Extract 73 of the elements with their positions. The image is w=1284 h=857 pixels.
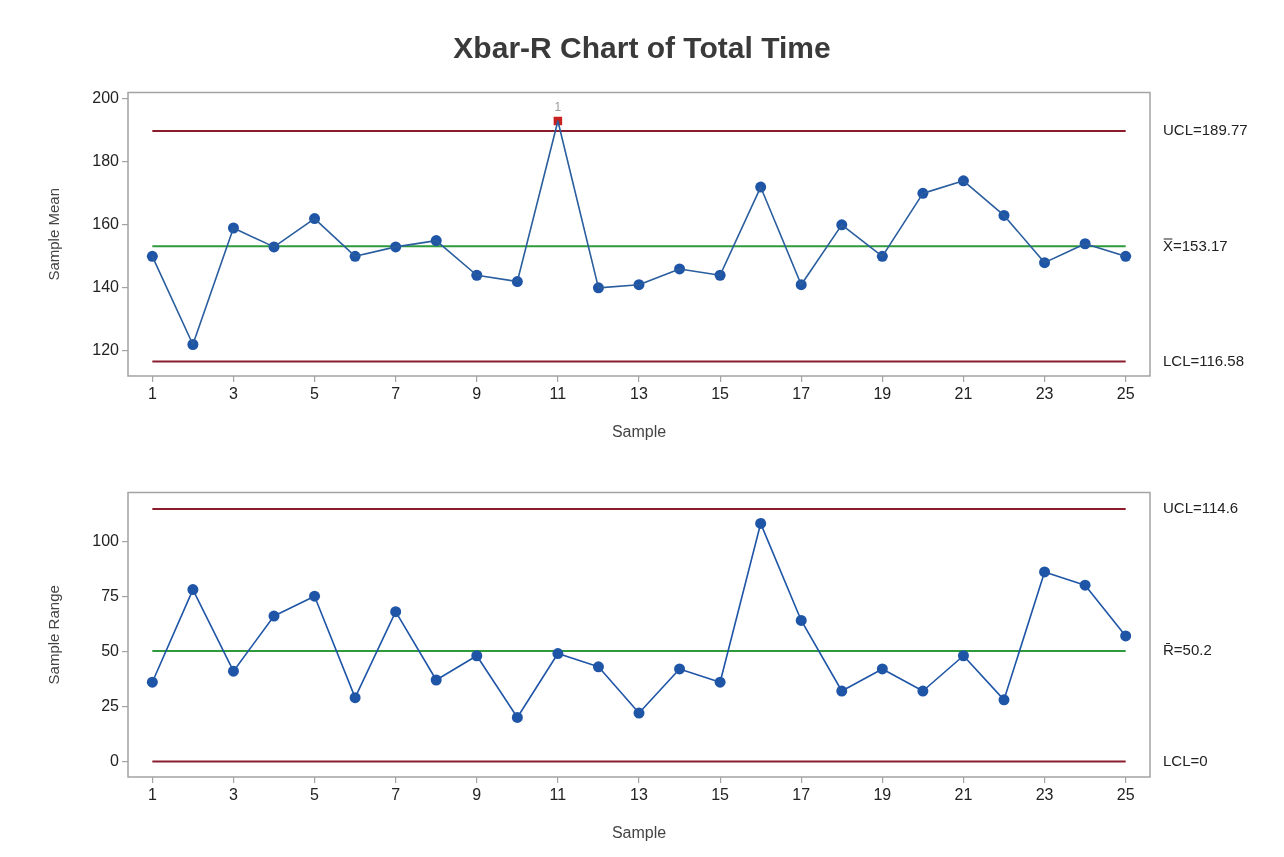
point: [714, 676, 726, 688]
y-axis-title: Sample Range: [45, 585, 63, 685]
x-tick-label: 15: [711, 786, 730, 804]
y-axis-title: Sample Mean: [45, 188, 63, 281]
point: [1079, 579, 1091, 591]
y-tick-label: 200: [92, 89, 120, 107]
x-tick-label: 9: [472, 385, 482, 403]
x-tick-label: 3: [228, 385, 238, 403]
x-tick-label: 23: [1035, 385, 1054, 403]
x-tick-label: 11: [549, 385, 567, 403]
x-tick-label: 1: [147, 385, 157, 403]
y-tick-label: 75: [101, 586, 120, 604]
annotation: 1: [554, 100, 562, 115]
point: [227, 665, 239, 677]
point: [836, 685, 848, 697]
x-tick-label: 17: [792, 385, 811, 403]
chart-title: Xbar-R Chart of Total Time: [452, 30, 832, 66]
point: [552, 648, 564, 660]
x-tick-label: 1: [147, 786, 157, 804]
x-tick-label: 21: [954, 786, 973, 804]
point: [187, 584, 199, 596]
point: [430, 674, 442, 686]
ref-line-label: UCL=114.6: [1163, 499, 1239, 517]
x-tick-label: 21: [954, 385, 973, 403]
x-tick-label: 19: [873, 786, 892, 804]
point: [146, 676, 158, 688]
point: [1120, 630, 1132, 642]
y-tick-label: 0: [110, 751, 120, 769]
point: [957, 650, 969, 662]
point: [349, 692, 361, 704]
x-tick-label: 5: [310, 385, 320, 403]
x-tick-label: 19: [873, 385, 892, 403]
point: [674, 663, 686, 675]
ref-line-label: X̿=153.17: [1162, 236, 1228, 254]
point: [1039, 566, 1051, 578]
y-tick-label: 50: [101, 641, 120, 659]
x-tick-label: 7: [391, 385, 401, 403]
ref-line-label: LCL=0: [1163, 751, 1208, 769]
y-tick-label: 100: [92, 531, 120, 549]
y-tick-label: 120: [92, 341, 120, 359]
point: [511, 711, 523, 723]
point: [917, 685, 929, 697]
point: [795, 614, 807, 626]
point: [755, 517, 767, 529]
point: [633, 707, 645, 719]
x-tick-label: 17: [792, 786, 811, 804]
x-axis-title: Sample: [611, 823, 667, 841]
ref-line-label: UCL=189.77: [1163, 121, 1248, 139]
point: [268, 610, 280, 622]
point: [471, 650, 483, 662]
x-tick-label: 11: [549, 786, 567, 804]
x-tick-label: 5: [310, 786, 320, 804]
point: [390, 606, 402, 618]
y-tick-label: 180: [92, 152, 120, 170]
y-tick-label: 140: [92, 278, 120, 296]
point: [592, 661, 604, 673]
x-tick-label: 13: [630, 786, 648, 804]
x-tick-label: 13: [630, 385, 648, 403]
ref-line-label: LCL=116.58: [1163, 351, 1245, 369]
x-tick-label: 23: [1035, 786, 1054, 804]
x-axis-title: Sample: [611, 422, 667, 440]
point: [998, 694, 1010, 706]
x-tick-label: 25: [1116, 385, 1135, 403]
y-tick-label: 160: [92, 215, 120, 233]
x-tick-label: 25: [1116, 786, 1135, 804]
ref-line-label: R̄=50.2: [1163, 641, 1212, 659]
y-tick-label: 25: [101, 696, 120, 714]
x-tick-label: 7: [391, 786, 401, 804]
x-tick-label: 9: [472, 786, 482, 804]
x-tick-label: 15: [711, 385, 730, 403]
x-tick-label: 3: [228, 786, 238, 804]
point: [309, 590, 321, 602]
point: [876, 663, 888, 675]
